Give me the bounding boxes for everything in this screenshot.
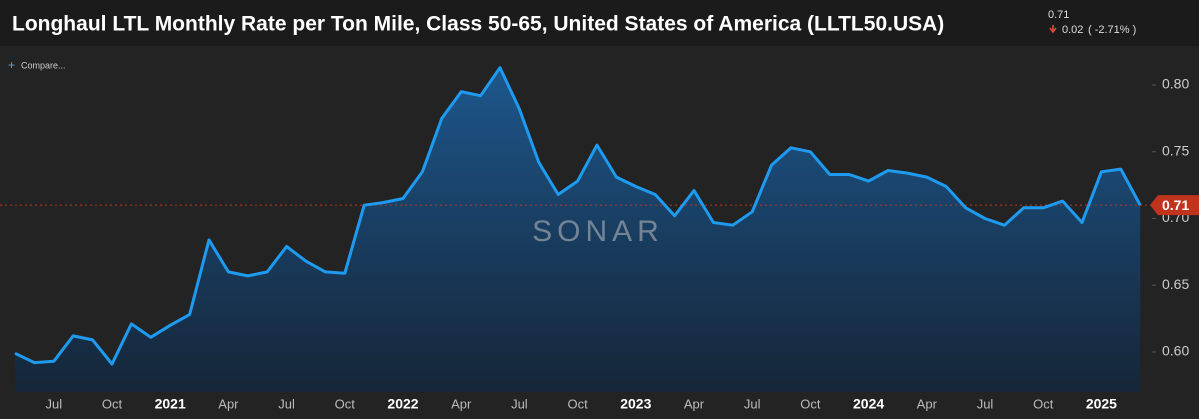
change: 0.02 [1062,24,1083,36]
y-tick-label: 0.75 [1162,142,1189,158]
y-tick-label: 0.65 [1162,276,1189,292]
current-value: 0.71 [1048,9,1069,21]
x-tick-label: 2024 [853,396,884,412]
x-tick-label: Oct [1033,396,1054,411]
y-tick-label: 0.60 [1162,343,1189,359]
line [14,66,1142,366]
last-value-badge [1150,195,1199,216]
change-percent: ( -2.71% ) [1088,24,1136,36]
x-tick-label: Oct [567,396,588,411]
plus-icon: + [8,58,15,72]
down-arrow [1049,25,1057,34]
x-tick-label: Apr [684,396,705,411]
area [15,67,1141,392]
watermark: SONAR [532,215,664,248]
x-tick-label: Apr [451,396,472,411]
x-tick-label: Jul [744,396,761,411]
x-tick-label: Apr [917,396,938,411]
x-tick-label: Apr [218,396,239,411]
header-bar [0,0,1199,46]
y-tick-label: 0.80 [1162,76,1189,92]
x-tick-label: Oct [800,396,821,411]
x-tick-label: Oct [335,396,356,411]
x-tick-label: Jul [45,396,62,411]
compare-button[interactable]: + Compare... [8,58,66,72]
last-value-label: 0.71 [1162,197,1189,213]
chart-title: Longhaul LTL Monthly Rate per Ton Mile, … [12,13,944,36]
x-tick-label: 2022 [387,396,418,412]
x-tick-label: 2025 [1086,396,1117,412]
x-tick-label: Jul [511,396,528,411]
x-tick-label: 2023 [620,396,651,412]
x-tick-label: Oct [102,396,123,411]
x-tick-label: Jul [278,396,295,411]
compare-label: Compare... [21,60,66,70]
x-tick-label: Jul [977,396,994,411]
x-tick-label: 2021 [155,396,186,412]
